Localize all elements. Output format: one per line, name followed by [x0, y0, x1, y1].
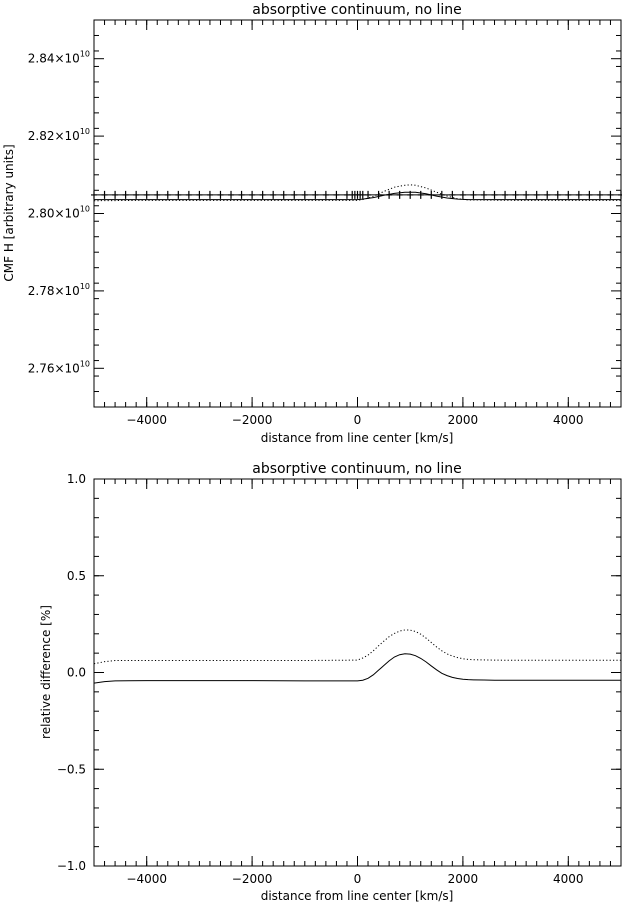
series-marker-plus	[101, 190, 108, 199]
chart-top-x-axis-label: distance from line center [km/s]	[261, 431, 454, 445]
series-marker-plus	[480, 190, 487, 199]
chart-top-x-ticks: −4000 −2000 0 2000 4000	[93, 20, 622, 427]
series-marker-plus	[291, 190, 298, 199]
x-tick-label: 0	[354, 413, 362, 427]
series-marker-plus	[396, 190, 403, 199]
y-tick-label: 2.76×1010	[28, 359, 90, 375]
x-tick-label: 4000	[553, 413, 584, 427]
series-marker-plus	[417, 190, 424, 199]
series-marker-plus	[217, 190, 224, 199]
y-tick-label: −0.5	[57, 762, 86, 776]
series-marker-plus	[206, 190, 213, 199]
chart-bottom: absorptive continuum, no line −4000 −2000…	[39, 461, 622, 903]
chart-bottom-plot-frame	[93, 478, 622, 867]
series-marker-plus	[133, 190, 140, 199]
chart-bottom-x-axis-label: distance from line center [km/s]	[261, 889, 454, 903]
series-marker-plus	[359, 190, 366, 199]
series-marker-plus	[343, 190, 350, 199]
x-tick-label: −2000	[232, 872, 273, 886]
chart-top-y-ticks: 2.76×1010 2.78×1010 2.80×1010 2.82×1010 2.84…	[28, 19, 621, 408]
x-tick-label: 2000	[448, 413, 479, 427]
chart-top-y-axis-label: CMF H [arbitrary units]	[2, 144, 16, 281]
series-marker-plus	[618, 190, 622, 199]
series-marker-plus	[175, 190, 182, 199]
y-tick-label: 0.5	[67, 569, 86, 583]
series-marker-plus	[523, 190, 530, 199]
series-marker-plus	[228, 190, 235, 199]
series-marker-plus	[301, 190, 308, 199]
series-solid-line	[93, 653, 621, 684]
chart-top-plot-frame	[93, 19, 622, 408]
series-marker-plus	[533, 190, 540, 199]
series-marker-plus	[596, 190, 603, 199]
y-tick-label: 2.84×1010	[28, 50, 90, 66]
series-marker-plus	[554, 190, 561, 199]
series-marker-plus	[375, 190, 382, 199]
x-tick-label: 2000	[448, 872, 479, 886]
x-tick-label: −2000	[232, 413, 273, 427]
chart-top: absorptive continuum, no line −4000 −2000…	[2, 2, 622, 445]
series-marker-plus	[259, 190, 266, 199]
series-marker-plus	[502, 190, 509, 199]
y-tick-label: 1.0	[67, 472, 86, 486]
series-marker-plus	[365, 190, 372, 199]
series-marker-plus	[185, 190, 192, 199]
series-marker-plus	[164, 190, 171, 199]
series-marker-plus	[312, 190, 319, 199]
series-marker-plus	[270, 190, 277, 199]
series-solid-line	[94, 191, 621, 201]
series-marker-plus	[238, 190, 245, 199]
chart-bottom-series	[93, 629, 621, 684]
series-marker-plus	[249, 190, 256, 199]
x-tick-label: 4000	[553, 872, 584, 886]
series-marker-plus	[491, 190, 498, 199]
series-dotted-line	[93, 629, 621, 665]
series-marker-plus	[575, 190, 582, 199]
series-dotted-line	[93, 184, 621, 202]
chart-bottom-x-ticks: −4000 −2000 0 2000 4000	[93, 479, 622, 886]
series-marker-plus	[586, 190, 593, 199]
y-tick-label: 2.82×1010	[28, 127, 90, 143]
series-marker-plus	[607, 190, 614, 199]
series-marker-plus	[143, 190, 150, 199]
chart-bottom-y-ticks: −1.0 −0.5 0.0 0.5 1.0	[57, 472, 621, 873]
series-marker-plus	[322, 190, 329, 199]
x-tick-label: −4000	[126, 413, 167, 427]
y-tick-label: −1.0	[57, 859, 86, 873]
series-marker-plus	[544, 190, 551, 199]
y-tick-label: 2.80×1010	[28, 205, 90, 221]
series-marker-plus	[154, 190, 161, 199]
x-tick-label: −4000	[126, 872, 167, 886]
series-marker-plus	[91, 190, 97, 199]
series-marker-plus	[122, 190, 129, 199]
series-marker-plus	[112, 190, 119, 199]
y-tick-label: 0.0	[67, 666, 86, 680]
series-marker-plus	[196, 190, 203, 199]
series-marker-plus	[470, 190, 477, 199]
series-marker-plus	[333, 190, 340, 199]
chart-top-title: absorptive continuum, no line	[252, 2, 462, 18]
series-marker-plus	[449, 190, 456, 199]
x-tick-label: 0	[354, 872, 362, 886]
chart-top-series	[91, 184, 622, 202]
series-marker-plus	[512, 190, 519, 199]
chart-bottom-title: absorptive continuum, no line	[252, 461, 462, 477]
series-marker-plus	[565, 190, 572, 199]
series-marker-plus	[280, 190, 287, 199]
chart-bottom-y-axis-label: relative difference [%]	[39, 605, 53, 739]
series-marker-plus	[459, 190, 466, 199]
y-tick-label: 2.78×1010	[28, 282, 90, 298]
